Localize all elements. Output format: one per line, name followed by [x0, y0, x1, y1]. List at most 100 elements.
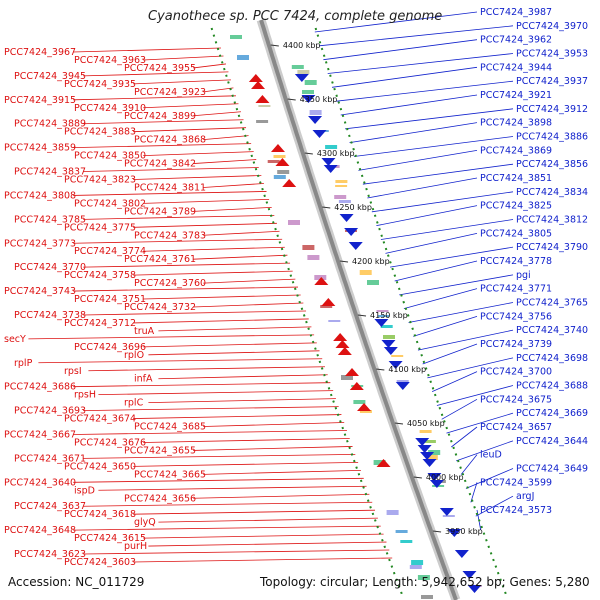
right-gene-label: PCC7424_3812 [516, 215, 588, 226]
right-gene-label: PCC7424_3790 [516, 242, 588, 253]
left-leader-line [73, 47, 222, 53]
right-gene-label: PCC7424_3644 [516, 436, 588, 447]
reverse-gene-arrow [415, 438, 430, 446]
right-leader-line [427, 357, 514, 379]
reverse-gene-arrow [395, 382, 410, 390]
gene-feature [314, 275, 327, 280]
right-leader-line [340, 94, 478, 116]
reverse-gene-arrow [301, 95, 316, 103]
right-leader-line [319, 25, 514, 47]
left-leader-line [148, 350, 320, 356]
left-gene-label: ispD [74, 485, 95, 496]
left-leader-line [133, 414, 342, 419]
left-gene-label: PCC7424_3640 [4, 477, 76, 488]
right-gene-label: PCC7424_3688 [516, 381, 588, 392]
left-leader-line [83, 454, 356, 459]
forward-gene-arrow [349, 382, 364, 390]
left-leader-line [83, 549, 390, 555]
gene-feature [277, 170, 290, 174]
reverse-gene-arrow [420, 452, 435, 460]
right-gene-label: PCC7424_3937 [516, 76, 588, 87]
left-gene-label: PCC7424_3774 [74, 246, 146, 257]
left-leader-line [143, 103, 239, 109]
left-leader-line [83, 262, 291, 268]
gene-feature [353, 400, 366, 404]
right-gene-label: PCC7424_3921 [480, 90, 552, 101]
left-gene-label: PCC7424_3785 [14, 214, 86, 225]
right-leader-line [323, 39, 478, 61]
reverse-gene-arrow [294, 74, 309, 82]
left-gene-label: rplP [14, 358, 33, 369]
right-leader-line [380, 219, 514, 240]
left-gene-label: rplO [124, 350, 144, 361]
right-gene-label: PCC7424_3898 [480, 118, 552, 129]
right-leader-line [460, 454, 478, 475]
forward-gene-arrow [345, 368, 360, 376]
right-leader-line [470, 482, 478, 503]
gene-feature [396, 380, 409, 383]
left-leader-line [133, 461, 359, 467]
left-gene-label: PCC7424_3868 [134, 135, 206, 146]
right-gene-label: pgi [516, 270, 531, 281]
gene-feature [258, 105, 271, 107]
left-gene-label: PCC7424_3685 [134, 422, 206, 433]
left-leader-line [193, 111, 242, 117]
left-gene-label: PCC7424_3923 [134, 87, 206, 98]
left-leader-line [193, 302, 304, 308]
right-leader-line [422, 343, 478, 365]
right-gene-label: PCC7424_3778 [480, 256, 552, 267]
left-leader-line [98, 485, 367, 491]
scale-ticks-layer: 4400 kbp 4350 kbp 4300 kbp 4250 kbp 4200 kbp… [270, 41, 483, 536]
left-leader-line [158, 326, 312, 332]
scale-tick-label: 4150 kbp [370, 311, 408, 320]
outer-guide-forward [210, 27, 405, 599]
left-leader-line [83, 71, 229, 77]
left-leader-line [203, 230, 280, 236]
right-gene-label: PCC7424_3675 [480, 394, 552, 405]
left-gene-label: PCC7424_3935 [64, 79, 136, 90]
gene-tracks-layer [210, 18, 509, 600]
scale-tick-label: 4250 kbp [334, 203, 372, 212]
gene-feature [376, 310, 389, 312]
left-leader-line [203, 87, 234, 93]
right-gene-label: leuD [480, 450, 502, 461]
left-gene-label: PCC7424_3899 [124, 111, 196, 122]
left-gene-label: PCC7424_3650 [64, 461, 136, 472]
scale-tick [432, 530, 442, 533]
forward-gene-arrow [251, 81, 266, 89]
right-gene-label: PCC7424_3698 [516, 353, 588, 364]
left-leader-line [143, 342, 317, 348]
right-leader-line [358, 149, 478, 171]
left-leader-line [73, 286, 299, 292]
left-gene-label: PCC7424_3910 [74, 103, 146, 114]
gene-feature [267, 160, 280, 163]
gene-feature [288, 220, 300, 225]
left-leader-line [133, 222, 277, 228]
left-gene-label: PCC7424_3671 [14, 453, 86, 464]
reverse-gene-arrow [374, 319, 389, 327]
right-leader-line [376, 205, 478, 227]
left-leader-line [143, 438, 350, 443]
outer-guide-reverse [314, 27, 509, 599]
left-gene-label: secY [4, 334, 26, 345]
left-gene-label: PCC7424_3665 [134, 469, 206, 480]
left-leader-line [73, 525, 381, 531]
right-gene-label: PCC7424_3834 [516, 187, 588, 198]
left-gene-label: PCC7424_3967 [4, 47, 76, 58]
forward-gene-arrow [376, 459, 391, 467]
scale-tick [413, 476, 422, 479]
left-gene-label: PCC7424_3648 [4, 525, 76, 536]
left-leader-line [73, 477, 364, 483]
right-leader-line [465, 468, 514, 489]
right-gene-label: PCC7424_3987 [480, 7, 552, 18]
left-gene-label: PCC7424_3802 [74, 198, 146, 209]
gene-feature [383, 335, 395, 339]
left-gene-label: PCC7424_3693 [14, 406, 86, 417]
right-gene-label: PCC7424_3756 [480, 311, 552, 322]
reverse-gene-arrow [339, 214, 354, 222]
forward-gene-arrow [270, 144, 285, 152]
left-gene-label: PCC7424_3758 [64, 270, 136, 281]
left-leader-line [203, 469, 361, 475]
